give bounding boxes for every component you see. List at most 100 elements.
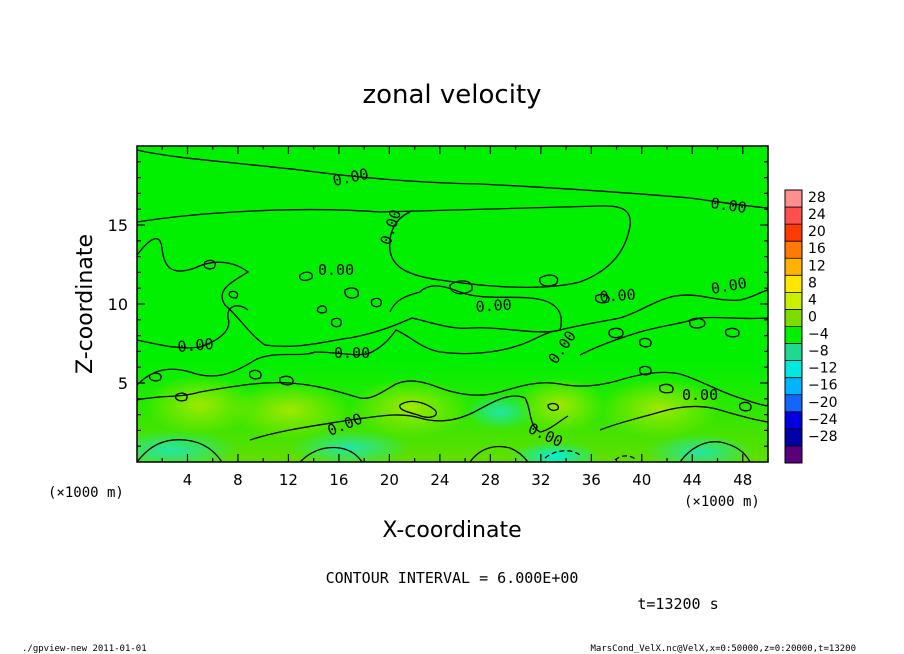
contour-line	[658, 383, 674, 394]
contour-line	[137, 329, 561, 386]
field-blob	[465, 394, 535, 430]
contour-line	[547, 402, 559, 412]
field-blob	[230, 382, 350, 438]
contour-label: 0.00	[709, 194, 747, 217]
colorbar-swatch	[785, 445, 802, 464]
y-axis-label: Z-coordinate	[73, 234, 98, 374]
x-tick-label: 24	[430, 471, 449, 489]
colorbar-label: −4	[808, 327, 829, 343]
x-tick-label: 28	[481, 471, 500, 489]
contour-line	[137, 205, 631, 288]
field-blob	[600, 378, 720, 438]
colorbar-label: −8	[808, 344, 829, 360]
contour-label: 0.00	[177, 335, 215, 356]
field-blob	[350, 378, 470, 438]
y-axis: 5 10 15	[108, 161, 768, 447]
contour-line	[599, 405, 768, 431]
contour-line	[137, 238, 562, 348]
contour-label: 0.00	[682, 386, 718, 404]
contour-line	[344, 287, 359, 299]
contour-line	[559, 289, 768, 331]
contour-line	[148, 372, 162, 382]
contour-line	[594, 293, 610, 304]
x-tick-label: 12	[279, 471, 298, 489]
colorbar-swatch	[785, 275, 802, 293]
contour-line	[137, 149, 768, 209]
contour-line	[738, 401, 752, 412]
contour-line	[679, 441, 751, 462]
contour-line	[137, 371, 768, 407]
colorbar-swatch	[785, 258, 802, 276]
colorbar-swatch	[785, 377, 802, 396]
contour-line	[370, 297, 382, 308]
contour-label: 0.00	[334, 344, 370, 362]
x-tick-label: 4	[183, 471, 193, 489]
contour-line	[137, 439, 223, 462]
contour-line	[299, 271, 313, 282]
contour-line	[248, 369, 262, 380]
colorbar-label: −24	[808, 412, 838, 428]
field-blob	[645, 434, 755, 462]
colorbar-label: 16	[808, 241, 826, 257]
x-tick-label: 36	[582, 471, 601, 489]
field-blob	[145, 375, 255, 435]
contour-lines	[137, 149, 768, 462]
colorbar-label: 20	[808, 224, 826, 240]
colorbar-swatch	[785, 326, 802, 344]
colorbar-swatch	[785, 411, 802, 430]
contour-label: 0.00	[599, 286, 636, 306]
field-blob	[290, 430, 410, 462]
colorbar-label: 28	[808, 190, 826, 206]
x-tick-label: 44	[683, 471, 702, 489]
field-blob	[515, 377, 605, 433]
colorbar-label: 4	[808, 292, 817, 308]
contour-label: 0.00	[475, 296, 512, 316]
x-tick-label: 32	[531, 471, 550, 489]
chart-title: zonal velocity	[362, 80, 541, 110]
footer-left: ./gpview-new 2011-01-01	[22, 644, 147, 654]
x-tick-label: 20	[380, 471, 399, 489]
colorbar-label: 12	[808, 258, 826, 274]
colorbar-swatch	[785, 292, 802, 310]
colorbar-swatch	[785, 343, 802, 361]
x-tick-label: 40	[632, 471, 651, 489]
contour-line	[174, 392, 188, 402]
colorbar-swatch	[785, 428, 802, 447]
contour-line	[228, 290, 239, 299]
colorbar-label: −28	[808, 429, 838, 445]
contour-line	[638, 365, 652, 376]
colorbar-swatch	[785, 394, 802, 413]
contour-line	[469, 445, 529, 462]
colorbar-label: −16	[808, 378, 838, 394]
x-tick-label: 48	[733, 471, 752, 489]
x-unit-right: (×1000 m)	[684, 494, 760, 510]
contour-line	[330, 317, 342, 328]
contour-label: 0.00	[318, 261, 354, 279]
contour-line	[544, 450, 581, 459]
y-tick-label: 5	[118, 374, 128, 393]
contour-line	[449, 280, 473, 295]
contour-line	[249, 395, 569, 441]
plot-area: 0.00 0.00 0.00 0.00 0.00 0.00 0.00 0.00 …	[137, 146, 768, 462]
contour-line	[137, 305, 249, 349]
contour-line	[279, 375, 294, 386]
x-tick-label: 8	[233, 471, 243, 489]
contour-line	[399, 400, 437, 418]
contour-line	[724, 327, 740, 338]
contour-line	[638, 337, 652, 348]
x-unit-left: (×1000 m)	[48, 485, 124, 501]
colorbar-label: 0	[808, 309, 817, 325]
contour-line	[316, 305, 328, 314]
contour-line	[579, 316, 768, 356]
time-label: t=13200 s	[637, 595, 718, 613]
x-tick-label: 16	[329, 471, 348, 489]
contour-interval: CONTOUR INTERVAL = 6.000E+00	[326, 569, 579, 587]
colorbar-label: −12	[808, 361, 838, 377]
y-tick-label: 15	[108, 216, 128, 235]
colorbar-swatch	[785, 190, 802, 208]
colorbar-swatch	[785, 241, 802, 259]
footer-right: MarsCond_VelX.nc@VelX,x=0:50000,z=0:2000…	[590, 644, 856, 654]
x-axis: 4 8 12 16 20 24 28 32 36 40 44 48	[161, 146, 769, 489]
